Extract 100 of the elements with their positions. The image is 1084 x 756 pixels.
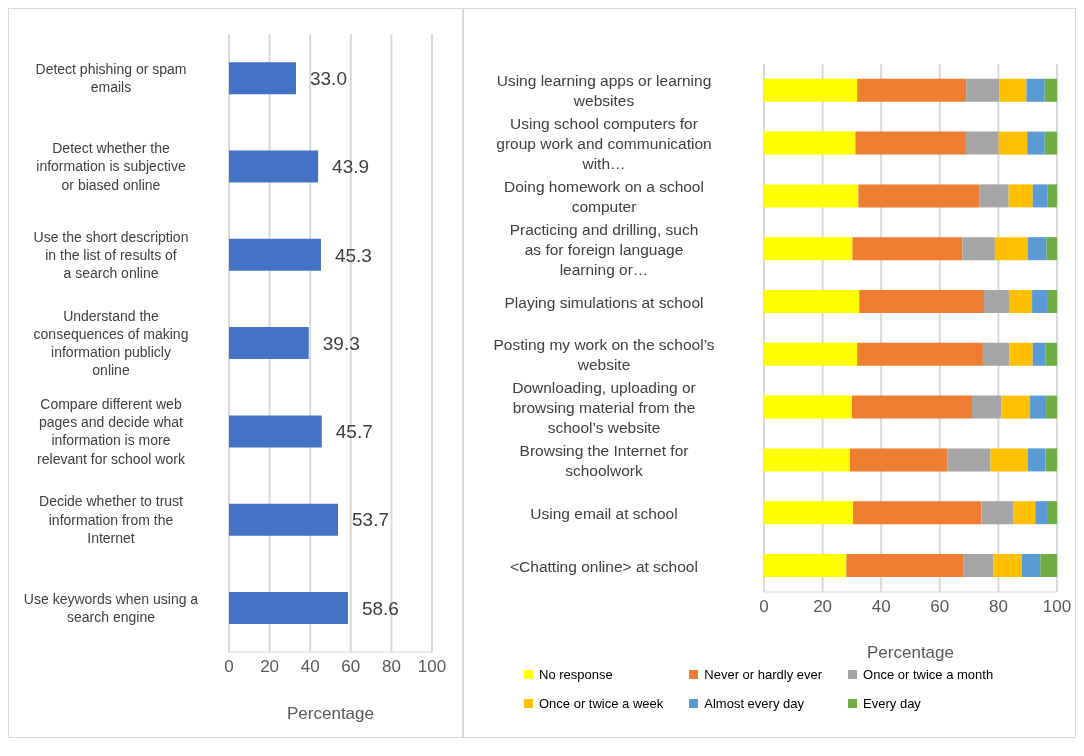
x-tick-label: 20 — [813, 597, 833, 617]
bar — [1046, 395, 1057, 419]
x-tick-label: 40 — [300, 657, 320, 677]
data-label: 58.6 — [361, 597, 399, 619]
bar — [229, 62, 296, 95]
x-tick-label: 60 — [341, 657, 361, 677]
bar — [1032, 289, 1048, 313]
y-tick-label: Detect whether the information is subjective or biased online — [36, 140, 186, 193]
y-tick-label: Understand the consequences of making information publicly online — [33, 307, 189, 379]
bar — [229, 591, 348, 624]
legend-label: Almost every day — [703, 696, 805, 711]
bar — [982, 342, 1010, 366]
bar — [859, 289, 985, 313]
bar — [1045, 342, 1057, 366]
bar — [1008, 184, 1033, 208]
x-tick-label: 0 — [224, 657, 234, 677]
bar — [1044, 131, 1057, 155]
bar — [229, 327, 309, 360]
bar — [1045, 448, 1057, 472]
legend-label: Every day — [862, 696, 922, 711]
data-label: 53.7 — [352, 509, 389, 531]
legend-label: No response — [538, 667, 614, 682]
bar — [990, 448, 1028, 472]
data-label: 39.3 — [322, 332, 360, 354]
bar — [947, 448, 991, 472]
y-tick-label: Use keywords when using a search engine — [23, 590, 199, 625]
bar — [853, 501, 982, 525]
bar — [764, 78, 858, 102]
bar — [1047, 289, 1057, 313]
y-tick-label: Compare different web pages and decide what information is more relevant for school work — [37, 395, 186, 467]
bar — [764, 184, 859, 208]
x-tick-label: 40 — [871, 597, 891, 617]
y-tick-label: Posting my work on the school’s website — [493, 335, 715, 373]
bar — [979, 184, 1009, 208]
bar — [998, 131, 1028, 155]
y-tick-label: Playing simulations at school — [504, 293, 704, 311]
x-tick-label: 20 — [260, 657, 280, 677]
bar — [229, 415, 322, 448]
bar — [994, 237, 1028, 261]
y-tick-label: Practicing and drilling, such as for foreign language learning or… — [509, 220, 699, 278]
bar — [1047, 501, 1057, 525]
bar — [764, 131, 856, 155]
data-label: 45.7 — [335, 421, 373, 443]
y-tick-label: Using school computers for group work and communication with… — [496, 114, 712, 172]
bar — [972, 395, 1002, 419]
bar — [764, 342, 858, 366]
bar — [764, 553, 847, 577]
bar — [966, 78, 1000, 102]
x-tick-label: 80 — [381, 657, 401, 677]
legend-label: Once or twice a month — [862, 667, 994, 682]
x-tick-label: 100 — [1042, 597, 1072, 617]
legend-label: Never or hardly ever — [703, 667, 823, 682]
bar — [849, 448, 948, 472]
y-tick-label: Downloading, uploading or browsing material from the school’s website — [512, 378, 696, 436]
bar — [1027, 131, 1045, 155]
bar — [1009, 342, 1033, 366]
bar — [846, 553, 964, 577]
y-tick-label: Browsing the Internet for schoolwork — [519, 441, 689, 479]
bar — [999, 78, 1027, 102]
bar — [993, 553, 1022, 577]
bar — [851, 395, 973, 419]
legend-label: Once or twice a week — [538, 696, 664, 711]
bar — [764, 501, 854, 525]
bar — [1008, 289, 1033, 313]
data-label: 45.3 — [334, 244, 372, 266]
data-label: 33.0 — [309, 68, 347, 89]
bar — [229, 238, 321, 271]
y-tick-label: Detect phishing or spam emails — [35, 61, 187, 96]
bar — [981, 501, 1014, 525]
x-tick-label: 60 — [930, 597, 950, 617]
x-axis-title: Percentage — [287, 704, 374, 723]
bar — [857, 78, 967, 102]
x-tick-label: 100 — [417, 657, 447, 677]
bar — [1013, 501, 1036, 525]
bar — [1027, 237, 1047, 261]
bar — [852, 237, 963, 261]
bar — [1027, 448, 1046, 472]
bar — [1035, 501, 1048, 525]
bar — [1026, 78, 1045, 102]
bar — [1021, 553, 1041, 577]
bar — [858, 184, 980, 208]
data-label: 43.9 — [332, 156, 370, 178]
bar — [229, 503, 339, 536]
x-axis-title: Percentage — [867, 643, 954, 662]
bar — [764, 289, 860, 313]
y-tick-label: Doing homework on a school computer — [504, 177, 704, 215]
bar — [962, 237, 995, 261]
bar — [855, 131, 966, 155]
bar — [1040, 553, 1057, 577]
bar — [963, 553, 994, 577]
y-tick-label: Using learning apps or learning websites — [496, 71, 712, 109]
bar — [984, 289, 1009, 313]
bar — [764, 237, 853, 261]
y-tick-label: <Chatting online> at school — [510, 557, 698, 575]
bar — [1047, 184, 1057, 208]
bar — [1001, 395, 1031, 419]
x-tick-label: 80 — [988, 597, 1008, 617]
bar — [229, 150, 319, 183]
y-tick-label: Using email at school — [530, 504, 678, 522]
bar — [857, 342, 983, 366]
